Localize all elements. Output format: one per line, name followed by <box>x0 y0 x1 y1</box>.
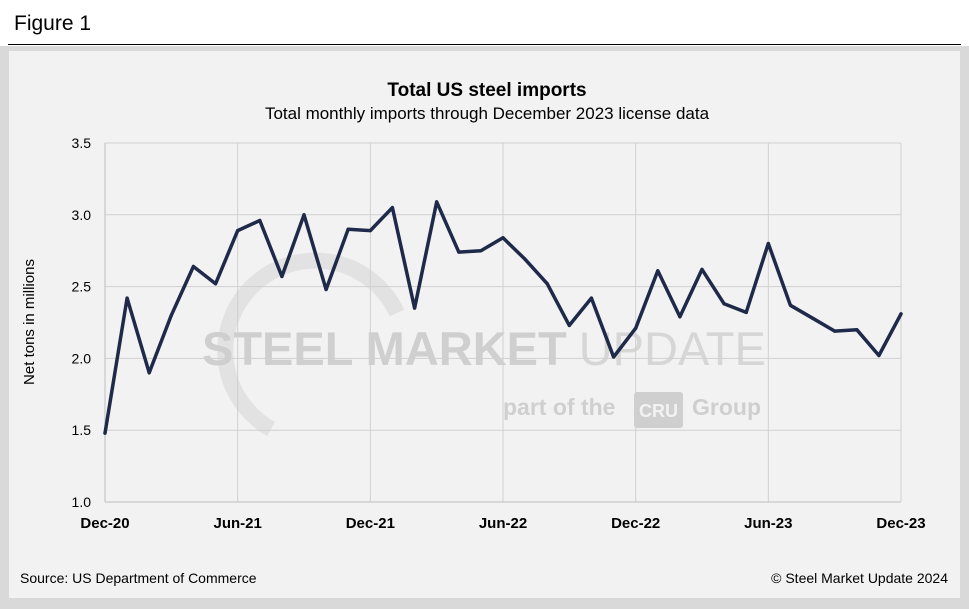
y-tick-label: 2.0 <box>72 350 92 366</box>
data-point: Oct-23: 2.2 <box>855 328 859 332</box>
data-point: Jan-21: 2.42 <box>125 296 129 300</box>
x-tick-label: Jun-23 <box>744 515 792 532</box>
data-point: Jan-23: 2.61 <box>656 269 660 273</box>
y-tick-label: 3.5 <box>72 135 92 151</box>
data-point: Aug-22: 2.52 <box>545 282 549 286</box>
data-point: May-22: 2.75 <box>479 249 483 253</box>
data-point: Sep-21: 3 <box>302 213 306 217</box>
data-point: Nov-23: 2.02 <box>877 353 881 358</box>
figure-header: Figure 1 <box>0 0 969 46</box>
data-point: Apr-23: 2.38 <box>722 302 726 306</box>
y-axis-label: Net tons in millions <box>21 259 38 385</box>
data-point: Nov-21: 2.9 <box>346 227 350 231</box>
x-tick-label: Dec-22 <box>611 515 660 532</box>
y-tick-label: 2.5 <box>72 279 92 295</box>
data-point: Oct-22: 2.42 <box>589 296 594 300</box>
data-point: Jul-23: 2.37 <box>788 303 793 307</box>
data-point: Feb-22: 2.35 <box>412 306 417 310</box>
data-point: Jan-22: 3.05 <box>390 206 395 210</box>
data-point: Feb-21: 1.9 <box>147 371 151 375</box>
data-point: Jun-22: 2.84 <box>501 236 505 240</box>
watermark-light-text: UPDATE <box>579 322 766 375</box>
x-tick-label: Jun-22 <box>479 515 527 532</box>
data-point: Oct-21: 2.48 <box>324 287 328 292</box>
watermark-swoosh <box>217 252 405 436</box>
watermark: STEEL MARKET UPDATE part of the CRU Group <box>202 252 766 436</box>
data-point: Dec-23: 2.31 <box>899 312 903 316</box>
source-note: Source: US Department of Commerce <box>20 570 257 586</box>
figure-label: Figure 1 <box>14 12 92 35</box>
data-points: Dec-20: 1.48 Jan-21: 2.42 Feb-21: 1.9 Mar-2… <box>103 200 903 435</box>
data-point: Mar-22: 3.09 <box>435 200 439 204</box>
data-point: Jun-21: 2.89 <box>236 228 240 233</box>
cru-badge <box>634 392 683 428</box>
data-point: Dec-22: 2.21 <box>634 326 638 330</box>
gridlines <box>104 142 902 503</box>
y-tick-label: 1.5 <box>72 422 92 438</box>
data-point: Mar-23: 2.62 <box>700 267 704 271</box>
data-point: May-23: 2.32 <box>744 310 748 315</box>
x-tick-label: Dec-23 <box>876 515 925 532</box>
data-point: Dec-20: 1.48 <box>103 431 107 435</box>
data-point: Sep-23: 2.19 <box>833 329 837 333</box>
data-point: Jul-22: 2.69 <box>523 257 527 261</box>
data-point: Mar-21: 2.3 <box>169 313 173 317</box>
chart-title: Total US steel imports <box>387 80 586 101</box>
y-tick-label: 1.0 <box>72 494 92 510</box>
data-point: Dec-21: 2.89 <box>368 228 372 233</box>
y-axis-ticks: 1.0 1.5 2.0 2.5 3.0 3.5 <box>72 135 92 510</box>
chart-subtitle: Total monthly imports through December 2… <box>265 104 710 123</box>
y-tick-label: 3.0 <box>72 207 92 223</box>
data-point: Jul-21: 2.96 <box>258 218 262 223</box>
line-chart: Total US steel imports Total monthly imp… <box>20 80 948 586</box>
data-point: Jun-23: 2.8 <box>766 241 770 246</box>
x-tick-label: Dec-20 <box>80 515 129 532</box>
chart-panel: Total US steel imports Total monthly imp… <box>9 51 960 598</box>
x-tick-label: Jun-21 <box>213 515 261 532</box>
watermark-text: STEEL MARKET UPDATE <box>202 322 766 375</box>
x-axis-ticks: Dec-20 Jun-21 Dec-21 Jun-22 Dec-22 Jun-23 Dec-… <box>80 515 925 532</box>
data-point: Apr-22: 2.74 <box>457 250 461 254</box>
data-point: Aug-21: 2.57 <box>280 274 284 279</box>
watermark-group: Group <box>692 394 761 420</box>
watermark-bold-text: STEEL MARKET <box>202 322 567 375</box>
data-point: Feb-23: 2.29 <box>678 315 682 319</box>
data-point: Apr-21: 2.64 <box>191 264 196 269</box>
watermark-part-of: part of the <box>503 394 615 420</box>
cru-badge-text: CRU <box>639 401 678 421</box>
data-point: Sep-22: 2.23 <box>567 323 571 327</box>
data-point: May-21: 2.52 <box>213 282 218 286</box>
axes <box>104 143 901 503</box>
data-point: Nov-22: 2.01 <box>611 355 616 359</box>
copyright-note: © Steel Market Update 2024 <box>771 570 948 586</box>
header-divider <box>8 44 961 45</box>
x-tick-label: Dec-21 <box>346 515 395 532</box>
data-point: Aug-23: 2.28 <box>810 316 815 320</box>
